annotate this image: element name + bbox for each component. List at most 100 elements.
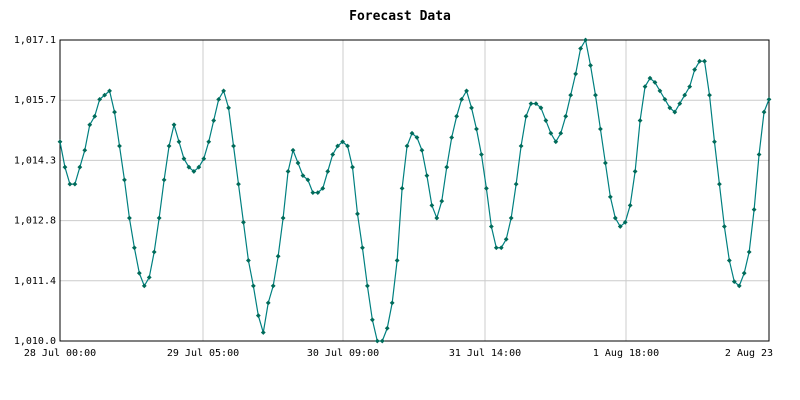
x-tick-label: 2 Aug 23 xyxy=(725,348,773,359)
data-point xyxy=(62,164,68,170)
data-point xyxy=(533,101,539,106)
data-point xyxy=(677,101,683,106)
data-point xyxy=(300,173,306,179)
data-point xyxy=(612,215,618,221)
data-point xyxy=(756,152,762,157)
data-point xyxy=(77,164,83,170)
data-point xyxy=(141,283,147,289)
data-point xyxy=(483,185,489,191)
data-point xyxy=(270,283,276,289)
grid-lines xyxy=(59,39,770,342)
data-point xyxy=(127,215,132,221)
data-point xyxy=(568,92,574,98)
data-point xyxy=(702,58,707,64)
data-point xyxy=(652,79,658,85)
data-point xyxy=(176,139,182,145)
data-point xyxy=(761,109,767,115)
data-point xyxy=(474,126,479,132)
data-point xyxy=(444,164,450,170)
data-point xyxy=(241,219,246,225)
x-tick-label: 30 Jul 09:00 xyxy=(307,348,379,359)
data-point xyxy=(493,245,499,251)
data-point xyxy=(265,300,271,306)
data-point xyxy=(394,258,400,263)
y-tick-label: 1,010.0 xyxy=(14,336,56,347)
data-point xyxy=(117,143,122,149)
data-point xyxy=(364,283,370,289)
data-point xyxy=(667,105,673,111)
data-point xyxy=(216,96,222,102)
data-point xyxy=(260,330,266,335)
data-point xyxy=(186,164,192,170)
data-point xyxy=(548,130,554,136)
data-point xyxy=(350,164,355,170)
data-point xyxy=(315,190,321,196)
data-point xyxy=(92,113,98,119)
data-point xyxy=(607,194,613,200)
data-point xyxy=(191,169,197,174)
data-point xyxy=(389,300,395,306)
data-point xyxy=(563,113,569,119)
data-point xyxy=(647,75,653,81)
data-point xyxy=(736,283,742,289)
plot-area-border xyxy=(59,39,770,342)
data-point xyxy=(112,109,117,115)
data-point xyxy=(593,92,598,98)
data-point xyxy=(469,105,474,111)
data-point xyxy=(508,215,514,221)
data-point xyxy=(102,92,108,98)
data-point xyxy=(726,258,732,263)
data-point xyxy=(122,177,127,183)
data-point xyxy=(404,143,410,149)
data-point xyxy=(231,143,236,149)
data-point xyxy=(741,270,747,276)
data-point xyxy=(226,105,231,111)
data-point xyxy=(181,156,187,162)
data-point xyxy=(384,325,390,331)
data-point xyxy=(553,139,559,145)
data-point xyxy=(156,215,162,221)
data-point xyxy=(399,185,405,191)
data-point xyxy=(558,130,564,136)
data-point xyxy=(766,96,772,102)
data-point xyxy=(379,338,385,344)
data-point xyxy=(498,245,504,251)
data-point xyxy=(72,181,78,187)
data-point xyxy=(662,96,668,102)
data-point xyxy=(310,190,316,196)
data-point xyxy=(290,147,296,153)
data-point xyxy=(374,338,380,344)
data-point xyxy=(166,143,172,149)
data-point xyxy=(657,88,663,94)
data-point xyxy=(439,198,445,204)
data-point xyxy=(632,169,638,174)
data-point xyxy=(255,313,261,318)
data-point xyxy=(617,224,623,229)
data-point xyxy=(246,258,251,263)
data-point xyxy=(687,84,693,90)
data-point xyxy=(330,152,336,157)
data-point xyxy=(360,245,365,251)
data-point xyxy=(131,245,137,251)
data-point xyxy=(87,122,93,128)
data-point xyxy=(429,202,435,208)
x-tick-label: 28 Jul 00:00 xyxy=(24,348,96,359)
data-point xyxy=(464,88,469,94)
data-point xyxy=(434,215,440,221)
data-point xyxy=(305,177,311,183)
data-point xyxy=(250,283,256,289)
data-point xyxy=(355,211,360,217)
x-tick-label: 29 Jul 05:00 xyxy=(167,348,239,359)
data-point xyxy=(642,84,648,90)
data-point xyxy=(712,139,717,145)
data-point xyxy=(692,67,698,73)
y-tick-label: 1,017.1 xyxy=(14,35,56,46)
data-point xyxy=(236,181,241,187)
data-point xyxy=(136,270,142,276)
data-point xyxy=(682,92,688,98)
x-tick-label: 1 Aug 18:00 xyxy=(593,348,659,359)
y-tick-label: 1,014.3 xyxy=(14,155,56,166)
data-point xyxy=(721,224,727,229)
data-point xyxy=(146,275,152,280)
